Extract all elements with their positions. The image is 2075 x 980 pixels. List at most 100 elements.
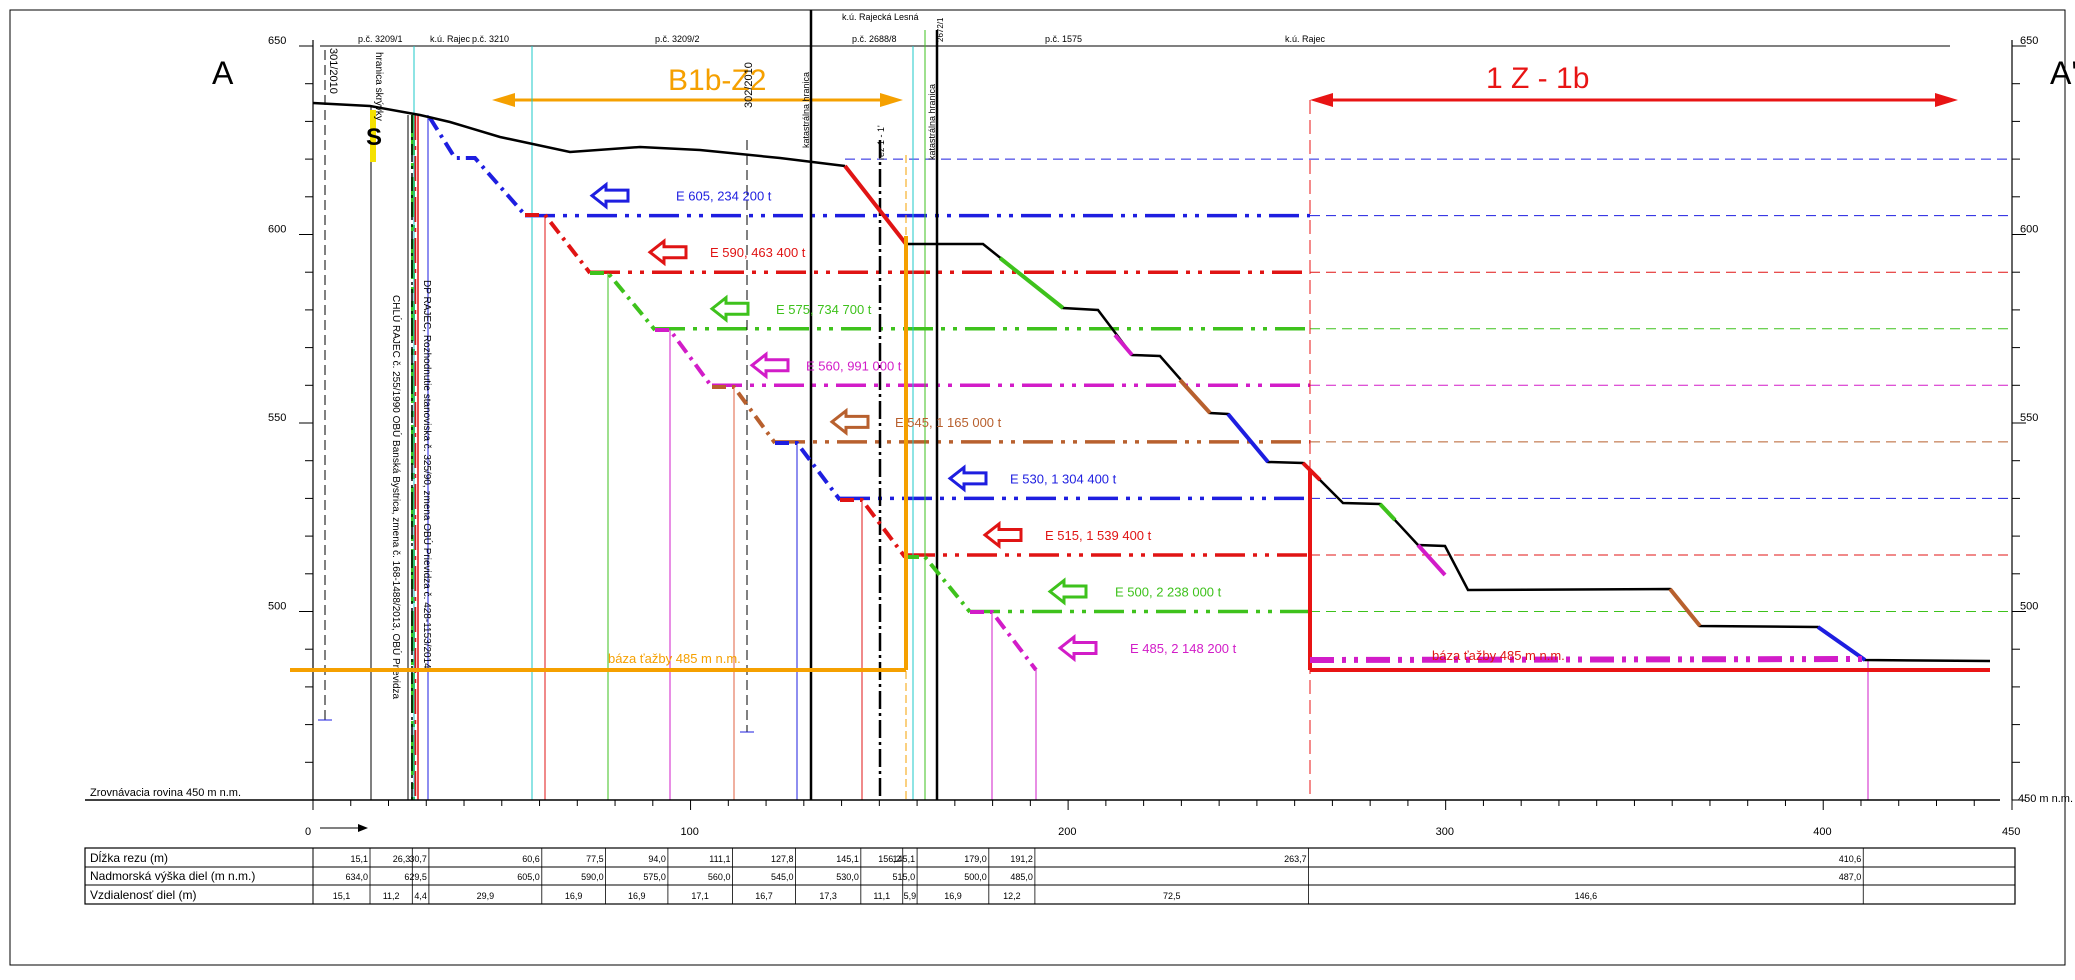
vertical-references: S xyxy=(318,10,1311,800)
svg-text:302/2010: 302/2010 xyxy=(743,62,755,108)
svg-text:301/2010: 301/2010 xyxy=(327,48,339,94)
table-cell: 17,3 xyxy=(819,891,837,901)
level-label: E 560, 991 000 t xyxy=(806,358,902,373)
bench-segment xyxy=(428,116,527,217)
table-cell: 487,0 xyxy=(1839,872,1862,882)
svg-text:rez 1 - 1': rez 1 - 1' xyxy=(876,125,886,160)
base-label-right: báza ťažby 485 m n.m. xyxy=(1432,648,1565,663)
bench-segment xyxy=(970,610,1038,672)
level-label: E 590, 463 400 t xyxy=(710,245,806,260)
benches-left xyxy=(428,116,1038,672)
terrain-line-right xyxy=(844,165,1991,663)
profile-table: Dĺžka rezu (m) Nadmorská výška diel (m n… xyxy=(84,847,2016,905)
table-cell: 77,5 xyxy=(586,854,604,864)
y-tick-label: 600 xyxy=(2020,224,2038,236)
parcel-label: p.č. 3209/1 xyxy=(358,34,403,44)
base-label-left: báza ťažby 485 m n.m. xyxy=(608,651,741,666)
svg-text:CHLÚ RAJEC č. 255/1990 OBÚ Ban: CHLÚ RAJEC č. 255/1990 OBÚ Banská Bystri… xyxy=(390,295,403,700)
table-cell: 111,1 xyxy=(709,854,730,864)
bench-segment xyxy=(775,441,842,502)
terrain-line xyxy=(312,101,846,168)
y-tick-label: 500 xyxy=(2020,601,2038,613)
x-tick-label: 450 xyxy=(2002,826,2020,838)
table-cell: 145,1 xyxy=(893,854,916,864)
table-cell: 127,8 xyxy=(771,854,794,864)
x-tick-label: 400 xyxy=(1813,826,1831,838)
table-row-label: Dĺžka rezu (m) xyxy=(90,850,168,865)
svg-text:hranica skrývky: hranica skrývky xyxy=(373,52,384,121)
y-tick-label: 650 xyxy=(2020,35,2038,47)
table-cell: 11,1 xyxy=(873,891,890,901)
table-row-label: Vzdialenosť diel (m) xyxy=(90,888,197,902)
level-label: E 500, 2 238 000 t xyxy=(1115,585,1222,600)
y-tick-label: 650 xyxy=(268,35,286,47)
zone-arrow-right: 1 Z - 1b xyxy=(1310,62,1958,107)
table-row-label: Nadmorská výška diel (m n.m.) xyxy=(90,869,255,883)
vertical-text-labels: 301/2010 hranica skrývky CHLÚ RAJEC č. 2… xyxy=(327,48,937,700)
level-arrow-icon xyxy=(947,464,988,493)
level-label: E 575, 734 700 t xyxy=(776,302,872,317)
table-cell: 15,1 xyxy=(350,854,368,864)
table-cell: 263,7 xyxy=(1284,854,1307,864)
parcel-label: p.č. 3210 xyxy=(472,34,509,44)
table-cell: 30,7 xyxy=(409,854,427,864)
table-cell: 575,0 xyxy=(643,872,666,882)
x-tick-label: 300 xyxy=(1436,826,1454,838)
table-cell: 16,9 xyxy=(628,891,646,901)
table-cell: 26,3 xyxy=(393,854,411,864)
level-arrow-icon xyxy=(749,351,790,380)
bench-segment xyxy=(655,328,714,389)
bench-segment xyxy=(590,271,657,332)
parcel-label: k.ú. Rajecká Lesná xyxy=(842,12,919,22)
x-ticks: 0 100 200 300 400 450 xyxy=(305,800,2020,838)
table-cell: 485,0 xyxy=(1010,872,1033,882)
table-cell: 16,7 xyxy=(755,891,773,901)
table-cell: 179,0 xyxy=(964,854,987,864)
table-cell: 605,0 xyxy=(517,872,540,882)
zone-arrow-left: B1b-Z2 xyxy=(492,64,903,107)
svg-text:DP RAJEC, Rozhodnutie stanovis: DP RAJEC, Rozhodnutie stanoviska č. 325/… xyxy=(421,280,434,669)
y-tick-label: 600 xyxy=(268,224,286,236)
table-cell: 629,5 xyxy=(404,872,427,882)
section-label-left: A xyxy=(212,55,234,91)
level-label: E 515, 1 539 400 t xyxy=(1045,528,1152,543)
level-label: E 605, 234 200 t xyxy=(676,189,772,204)
x-tick-label: 200 xyxy=(1058,826,1076,838)
x-tick-label: 100 xyxy=(681,826,699,838)
table-cell: 15,1 xyxy=(333,891,351,901)
section-label-right: A' xyxy=(2050,55,2075,91)
level-arrow-icon xyxy=(647,238,688,267)
table-cell: 17,1 xyxy=(691,891,709,901)
table-cell: 545,0 xyxy=(771,872,794,882)
y-tick-label: 550 xyxy=(2020,412,2038,424)
table-cell: 94,0 xyxy=(648,854,666,864)
table-cell: 4,4 xyxy=(414,891,427,901)
svg-text:katastrálna hranica: katastrálna hranica xyxy=(801,72,811,148)
bench-segment xyxy=(712,385,777,445)
y-tick-label: 500 xyxy=(268,601,286,613)
table-cell: 5,9 xyxy=(904,891,917,901)
bench-drop-lines xyxy=(544,215,1869,800)
svg-text:S: S xyxy=(366,124,382,151)
level-label: E 545, 1 165 000 t xyxy=(895,415,1002,430)
level-label: E 485, 2 148 200 t xyxy=(1130,641,1237,656)
level-arrow-icon xyxy=(982,520,1023,550)
zone-boundary-right: báza ťažby 485 m n.m. xyxy=(1308,470,1990,672)
datum-label: Zrovnávacia rovina 450 m n.m. xyxy=(90,787,241,799)
table-cell: 530,0 xyxy=(836,872,859,882)
table-cell: 590,0 xyxy=(581,872,604,882)
parcel-label: p.č. 1575 xyxy=(1045,34,1082,44)
parcel-label: p.č. 2688/8 xyxy=(852,34,897,44)
parcel-label: p.č. 3209/2 xyxy=(655,34,700,44)
parcel-label: 2672/1 xyxy=(936,17,945,42)
svg-text:katastrálna hranica: katastrálna hranica xyxy=(927,84,937,160)
level-label: E 530, 1 304 400 t xyxy=(1010,471,1117,486)
y-ticks: 650 650 600 600 550 550 500 500 xyxy=(268,35,2038,801)
level-arrow-icon xyxy=(1047,577,1088,606)
table-cell: 12,2 xyxy=(1003,891,1021,901)
level-arrow-icon xyxy=(1057,633,1098,663)
table-cell: 146,6 xyxy=(1575,891,1598,901)
bench-segment xyxy=(840,498,907,559)
drawing-frame xyxy=(9,9,2066,966)
